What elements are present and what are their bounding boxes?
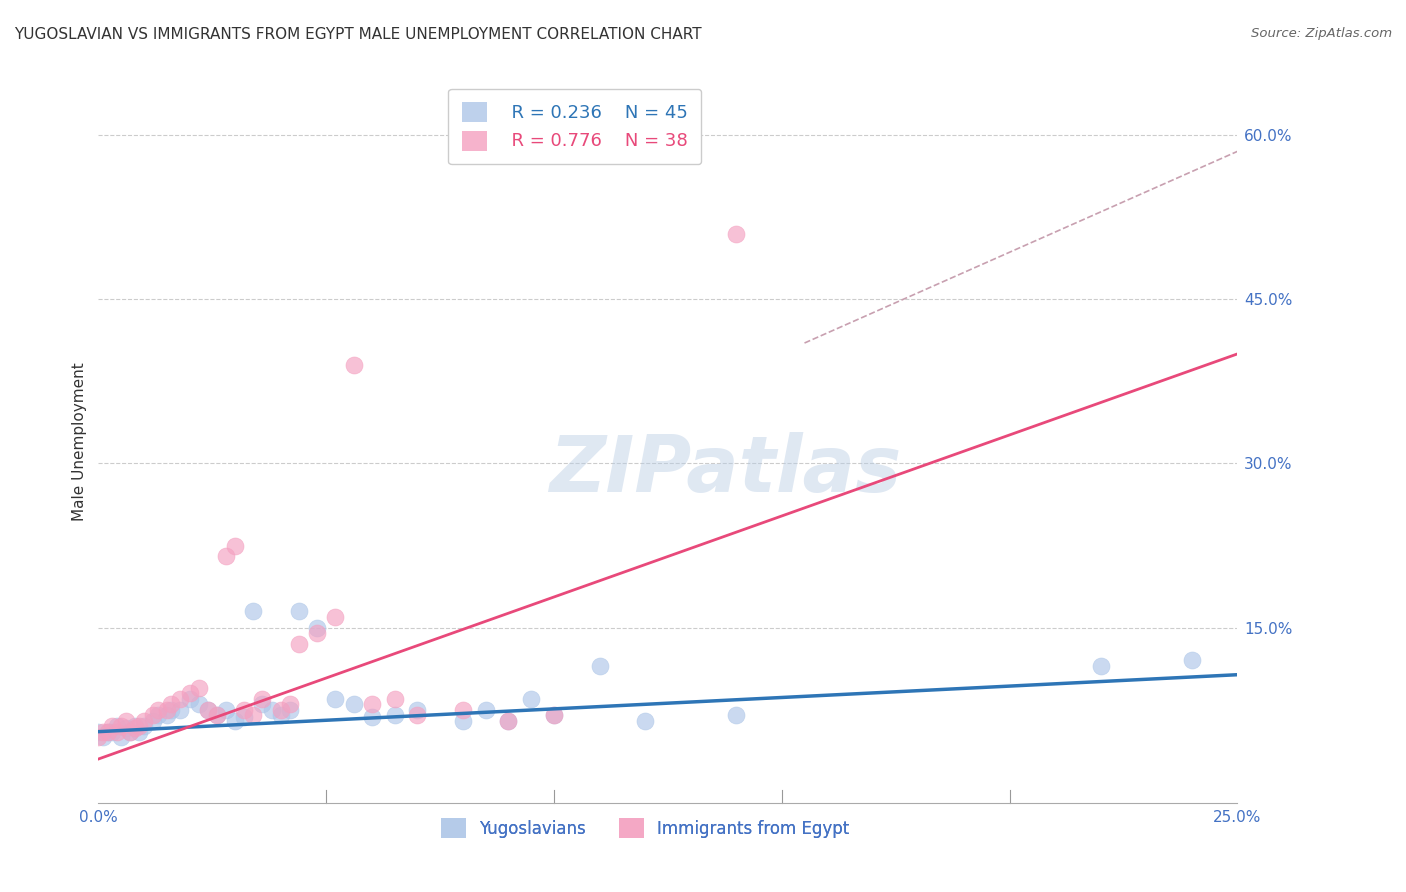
Point <box>252 698 274 712</box>
Point <box>242 708 264 723</box>
Point <box>498 714 520 728</box>
Point <box>406 708 429 723</box>
Point <box>451 714 474 728</box>
Point <box>498 714 520 728</box>
Point <box>120 724 142 739</box>
Point <box>105 719 128 733</box>
Point <box>87 724 110 739</box>
Point <box>233 703 256 717</box>
Point <box>197 703 219 717</box>
Point <box>323 609 346 624</box>
Point <box>725 708 748 723</box>
Point <box>270 708 292 723</box>
Point <box>278 703 301 717</box>
Point <box>342 358 364 372</box>
Point <box>260 703 283 717</box>
Point <box>270 703 292 717</box>
Point <box>146 703 169 717</box>
Point <box>160 698 183 712</box>
Text: YUGOSLAVIAN VS IMMIGRANTS FROM EGYPT MALE UNEMPLOYMENT CORRELATION CHART: YUGOSLAVIAN VS IMMIGRANTS FROM EGYPT MAL… <box>14 27 702 42</box>
Point <box>1090 659 1112 673</box>
Point <box>288 637 311 651</box>
Point <box>179 686 201 700</box>
Point <box>124 722 146 736</box>
Point <box>128 724 150 739</box>
Text: Source: ZipAtlas.com: Source: ZipAtlas.com <box>1251 27 1392 40</box>
Point <box>233 710 256 724</box>
Point <box>101 724 124 739</box>
Point <box>179 691 201 706</box>
Point <box>215 549 238 564</box>
Point <box>474 703 496 717</box>
Point <box>91 730 114 744</box>
Point <box>520 691 543 706</box>
Point <box>128 719 150 733</box>
Point <box>105 724 128 739</box>
Point <box>146 708 169 723</box>
Point <box>342 698 364 712</box>
Point <box>110 719 132 733</box>
Point <box>110 730 132 744</box>
Point <box>252 691 274 706</box>
Point <box>156 703 179 717</box>
Point <box>142 714 165 728</box>
Point <box>205 708 228 723</box>
Point <box>132 714 155 728</box>
Point <box>96 724 118 739</box>
Point <box>406 703 429 717</box>
Point <box>224 539 246 553</box>
Point <box>543 708 565 723</box>
Point <box>187 681 209 695</box>
Point <box>187 698 209 712</box>
Point <box>543 708 565 723</box>
Point <box>588 659 610 673</box>
Point <box>91 724 114 739</box>
Point <box>288 604 311 618</box>
Point <box>169 703 191 717</box>
Point <box>132 719 155 733</box>
Point <box>120 724 142 739</box>
Point <box>101 719 124 733</box>
Point <box>360 710 382 724</box>
Point <box>307 621 329 635</box>
Point <box>124 719 146 733</box>
Point <box>1181 653 1204 667</box>
Point <box>384 691 406 706</box>
Point <box>451 703 474 717</box>
Point <box>278 698 301 712</box>
Legend: Yugoslavians, Immigrants from Egypt: Yugoslavians, Immigrants from Egypt <box>434 812 856 845</box>
Point <box>114 722 136 736</box>
Point <box>142 708 165 723</box>
Text: ZIPatlas: ZIPatlas <box>548 433 901 508</box>
Y-axis label: Male Unemployment: Male Unemployment <box>72 362 87 521</box>
Point <box>197 703 219 717</box>
Point <box>323 691 346 706</box>
Point <box>87 730 110 744</box>
Point <box>224 714 246 728</box>
Point <box>215 703 238 717</box>
Point <box>307 626 329 640</box>
Point <box>169 691 191 706</box>
Point <box>205 708 228 723</box>
Point <box>160 703 183 717</box>
Point <box>96 724 118 739</box>
Point <box>384 708 406 723</box>
Point <box>242 604 264 618</box>
Point <box>360 698 382 712</box>
Point <box>725 227 748 241</box>
Point <box>114 714 136 728</box>
Point <box>634 714 657 728</box>
Point <box>156 708 179 723</box>
